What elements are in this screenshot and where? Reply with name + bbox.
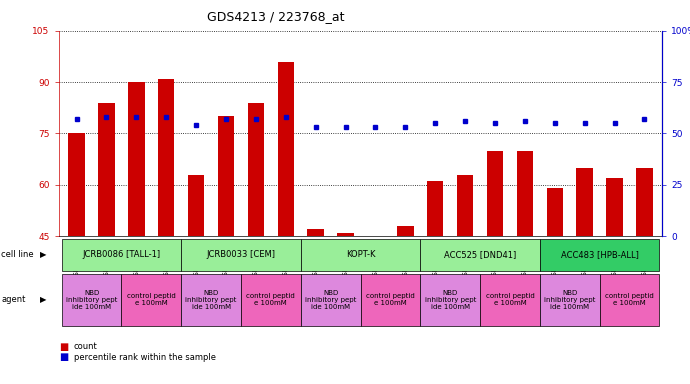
- Bar: [98, 103, 115, 236]
- Text: ■: ■: [59, 352, 68, 362]
- Bar: [308, 229, 324, 236]
- Bar: [546, 188, 563, 236]
- Text: control peptid
e 100mM: control peptid e 100mM: [366, 293, 415, 306]
- Bar: [158, 79, 175, 236]
- Text: percentile rank within the sample: percentile rank within the sample: [74, 353, 216, 362]
- Bar: [636, 168, 653, 236]
- Text: agent: agent: [1, 295, 26, 304]
- Bar: [517, 151, 533, 236]
- Text: NBD
inhibitory pept
ide 100mM: NBD inhibitory pept ide 100mM: [544, 290, 595, 310]
- Text: NBD
inhibitory pept
ide 100mM: NBD inhibitory pept ide 100mM: [424, 290, 476, 310]
- Bar: [248, 103, 264, 236]
- Text: KOPT-K: KOPT-K: [346, 250, 375, 260]
- Text: NBD
inhibitory pept
ide 100mM: NBD inhibitory pept ide 100mM: [305, 290, 356, 310]
- Text: NBD
inhibitory pept
ide 100mM: NBD inhibitory pept ide 100mM: [186, 290, 237, 310]
- Bar: [457, 174, 473, 236]
- Bar: [427, 181, 444, 236]
- Text: NBD
inhibitory pept
ide 100mM: NBD inhibitory pept ide 100mM: [66, 290, 117, 310]
- Text: JCRB0086 [TALL-1]: JCRB0086 [TALL-1]: [82, 250, 161, 260]
- Text: control peptid
e 100mM: control peptid e 100mM: [486, 293, 534, 306]
- Bar: [128, 82, 145, 236]
- Text: ACC483 [HPB-ALL]: ACC483 [HPB-ALL]: [561, 250, 638, 260]
- Text: control peptid
e 100mM: control peptid e 100mM: [127, 293, 176, 306]
- Bar: [277, 61, 294, 236]
- Text: JCRB0033 [CEM]: JCRB0033 [CEM]: [206, 250, 275, 260]
- Bar: [607, 178, 623, 236]
- Text: control peptid
e 100mM: control peptid e 100mM: [605, 293, 654, 306]
- Text: ACC525 [DND41]: ACC525 [DND41]: [444, 250, 516, 260]
- Bar: [337, 233, 354, 236]
- Bar: [68, 134, 85, 236]
- Bar: [218, 116, 234, 236]
- Text: cell line: cell line: [1, 250, 34, 260]
- Text: ▶: ▶: [40, 250, 46, 260]
- Text: GDS4213 / 223768_at: GDS4213 / 223768_at: [207, 10, 345, 23]
- Text: control peptid
e 100mM: control peptid e 100mM: [246, 293, 295, 306]
- Text: ▶: ▶: [40, 295, 46, 304]
- Bar: [188, 174, 204, 236]
- Text: count: count: [74, 342, 97, 351]
- Bar: [487, 151, 503, 236]
- Text: ■: ■: [59, 342, 68, 352]
- Bar: [576, 168, 593, 236]
- Bar: [397, 226, 413, 236]
